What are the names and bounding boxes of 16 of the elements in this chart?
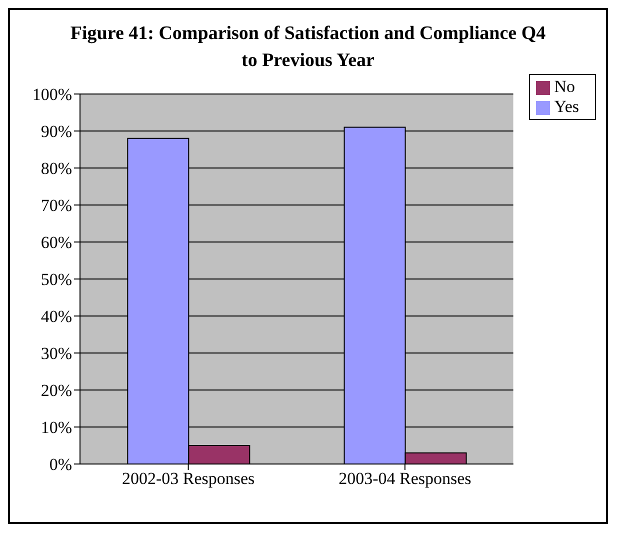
y-tick-label: 10%: [40, 418, 72, 438]
y-tick-label: 80%: [40, 159, 72, 178]
y-tick-label: 30%: [40, 344, 72, 364]
y-tick-label: 40%: [40, 307, 72, 326]
y-tick-label: 20%: [40, 381, 72, 400]
y-tick-label: 50%: [40, 270, 72, 290]
x-tick-label: 2002-03 Responses: [122, 469, 255, 488]
y-tick-label: 70%: [40, 196, 72, 216]
y-tick-label: 100%: [32, 85, 72, 104]
chart-title: Figure 41: Comparison of Satisfaction and Compliance Q4 to Previous Year: [69, 22, 547, 73]
legend-label: Yes: [554, 97, 579, 116]
x-tick-label: 2003-04 Responses: [338, 469, 472, 488]
y-tick-label: 90%: [40, 122, 72, 142]
y-tick-label: 0%: [49, 455, 72, 474]
y-tick-label: 60%: [40, 233, 72, 252]
legend-label: No: [554, 77, 576, 96]
